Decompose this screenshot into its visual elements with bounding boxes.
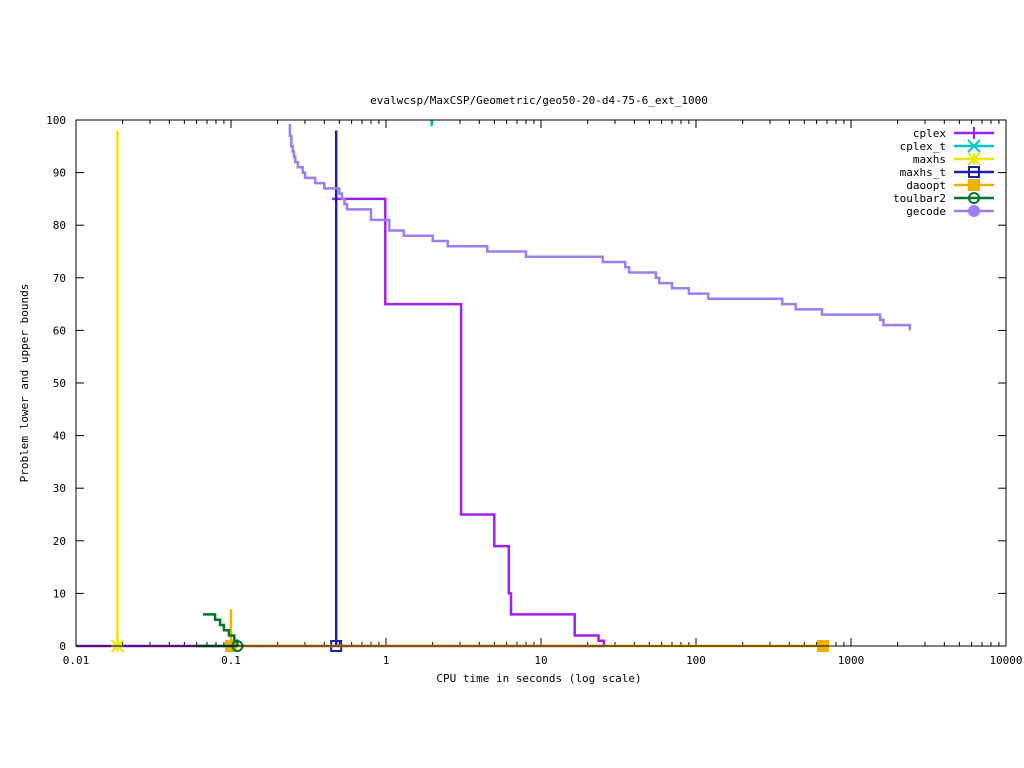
series-gecode bbox=[288, 124, 912, 331]
x-tick-label: 10 bbox=[534, 654, 547, 667]
legend-label-gecode: gecode bbox=[906, 205, 946, 218]
y-tick-label: 0 bbox=[59, 640, 66, 653]
y-tick-label: 30 bbox=[53, 482, 66, 495]
legend-marker-gecode bbox=[968, 205, 980, 217]
series-line-gecode bbox=[288, 124, 912, 331]
legend-label-cplex: cplex bbox=[913, 127, 946, 140]
legend-marker-toulbar2 bbox=[968, 192, 980, 204]
legend-label-daoopt: daoopt bbox=[906, 179, 946, 192]
legend-label-cplex_t: cplex_t bbox=[900, 140, 946, 153]
series-line-cplex bbox=[332, 197, 606, 646]
y-tick-label: 60 bbox=[53, 324, 66, 337]
legend: cplexcplex_tmaxhsmaxhs_tdaoopttoulbar2ge… bbox=[893, 127, 994, 218]
y-tick-label: 40 bbox=[53, 430, 66, 443]
y-tick-label: 70 bbox=[53, 272, 66, 285]
y-tick-label: 50 bbox=[53, 377, 66, 390]
x-tick-label: 1000 bbox=[838, 654, 865, 667]
x-tick-label: 10000 bbox=[989, 654, 1022, 667]
x-tick-label: 0.1 bbox=[221, 654, 241, 667]
chart-title: evalwcsp/MaxCSP/Geometric/geo50-20-d4-75… bbox=[370, 94, 708, 107]
y-tick-label: 100 bbox=[46, 114, 66, 127]
x-tick-label: 100 bbox=[686, 654, 706, 667]
x-axis-label: CPU time in seconds (log scale) bbox=[436, 672, 641, 685]
legend-marker-maxhs bbox=[967, 152, 981, 166]
y-tick-label: 90 bbox=[53, 167, 66, 180]
legend-marker-cplex_t bbox=[967, 139, 981, 153]
y-tick-label: 10 bbox=[53, 587, 66, 600]
series-line-toulbar2 bbox=[203, 613, 239, 646]
legend-label-toulbar2: toulbar2 bbox=[893, 192, 946, 205]
x-tick-label: 0.01 bbox=[63, 654, 90, 667]
legend-label-maxhs: maxhs bbox=[913, 153, 946, 166]
plot-frame bbox=[75, 119, 1007, 647]
legend-marker-maxhs_t bbox=[968, 166, 980, 178]
y-tick-label: 20 bbox=[53, 535, 66, 548]
x-tick-label: 1 bbox=[383, 654, 390, 667]
y-axis-label: Problem lower and upper bounds bbox=[18, 284, 31, 483]
legend-marker-daoopt bbox=[968, 179, 980, 191]
legend-marker-cplex bbox=[968, 127, 980, 139]
y-tick-label: 80 bbox=[53, 219, 66, 232]
legend-label-maxhs_t: maxhs_t bbox=[900, 166, 946, 179]
